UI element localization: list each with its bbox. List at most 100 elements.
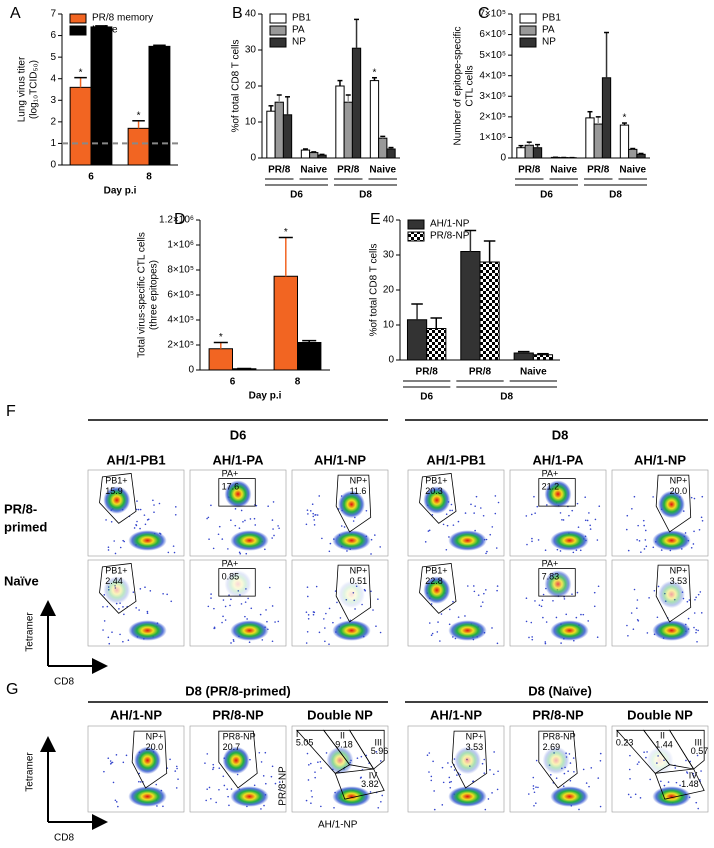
event-dot — [217, 533, 220, 536]
event-dot — [527, 793, 530, 795]
bar — [513, 352, 534, 361]
event-dot — [556, 548, 559, 551]
bar — [593, 123, 603, 159]
x-axis-label: Day p.i — [104, 186, 137, 197]
bar — [636, 153, 646, 159]
event-dot — [456, 774, 458, 776]
event-dot — [689, 760, 691, 763]
legend-swatch — [69, 25, 87, 36]
event-dot — [625, 528, 628, 531]
event-dot — [272, 501, 275, 503]
event-dot — [544, 642, 547, 645]
event-dot — [210, 597, 212, 599]
x-tick-label: PR/8 — [268, 165, 291, 176]
event-dot — [571, 509, 574, 512]
event-dot — [652, 546, 655, 549]
event-dot — [380, 800, 382, 803]
bar — [69, 86, 92, 166]
event-dot — [107, 757, 110, 760]
event-dot — [442, 523, 445, 526]
gate-value: 3.82 — [361, 779, 379, 789]
event-dot — [318, 495, 321, 497]
event-dot — [569, 779, 572, 782]
event-dot — [645, 756, 647, 759]
event-dot — [166, 593, 168, 596]
event-dot — [218, 525, 221, 528]
legend-label: AH/1-NP — [430, 219, 470, 230]
event-dot — [532, 776, 535, 779]
event-dot — [599, 752, 602, 755]
group-header: D8 (Naïve) — [528, 683, 592, 698]
density-blob — [423, 576, 451, 604]
event-dot — [265, 609, 267, 611]
event-dot — [260, 808, 262, 810]
event-dot — [230, 519, 232, 521]
gate — [218, 730, 258, 789]
event-dot — [144, 523, 147, 526]
timepoint: D6 — [230, 427, 247, 442]
event-dot — [697, 629, 699, 632]
event-dot — [626, 624, 628, 627]
event-dot — [576, 591, 579, 594]
gate — [131, 730, 168, 789]
event-dot — [105, 519, 107, 521]
event-dot — [119, 546, 122, 549]
event-dot — [360, 776, 362, 779]
event-dot — [427, 530, 430, 532]
flow-plot: PA+ 21.2 — [509, 469, 607, 557]
event-dot — [630, 612, 633, 614]
bar — [516, 147, 526, 159]
event-dot — [374, 534, 376, 536]
error-bar — [354, 18, 360, 49]
event-dot — [582, 613, 585, 616]
event-dot — [314, 514, 316, 516]
event-dot — [656, 616, 659, 619]
event-dot — [496, 585, 499, 587]
event-dot — [474, 505, 476, 507]
event-dot — [699, 591, 702, 593]
event-dot — [675, 781, 678, 784]
error-bar — [213, 341, 228, 349]
x-tick-label: PR/8 — [337, 165, 360, 176]
event-dot — [138, 609, 140, 611]
event-dot — [695, 596, 697, 599]
event-dot — [450, 780, 452, 783]
error-bar — [630, 147, 636, 150]
event-dot — [115, 754, 118, 756]
density-blob — [550, 530, 589, 551]
event-dot — [466, 585, 469, 587]
bar — [148, 45, 171, 166]
event-dot — [210, 504, 212, 507]
y-tick-label: 20 — [383, 285, 395, 296]
event-dot — [482, 514, 485, 517]
event-dot — [660, 549, 663, 551]
event-dot — [643, 524, 645, 527]
event-dot — [663, 784, 666, 787]
event-dot — [143, 514, 146, 516]
group-label: D6 — [290, 190, 303, 201]
event-dot — [273, 534, 275, 537]
event-dot — [271, 765, 274, 768]
event-dot — [573, 771, 575, 773]
gate-name: PA+ — [222, 469, 239, 479]
event-dot — [541, 599, 544, 602]
bar — [585, 117, 595, 159]
event-dot — [227, 795, 229, 798]
event-dot — [271, 605, 274, 607]
y-axis-label: (three epitopes) — [149, 260, 160, 330]
event-dot — [336, 601, 338, 604]
bar — [343, 101, 353, 159]
error-bar — [518, 144, 524, 148]
y-tick-label: 30 — [245, 45, 257, 56]
event-dot — [244, 601, 247, 603]
x-tick-label: Naive — [619, 165, 646, 176]
event-dot — [222, 615, 224, 618]
event-dot — [306, 586, 309, 588]
gate-name: III — [375, 738, 383, 748]
event-dot — [636, 763, 639, 765]
y-tick-label: 5 — [50, 52, 56, 63]
density-blob — [103, 576, 131, 604]
y-axis-label: %of total CD8 T cells — [231, 39, 242, 132]
error-bar — [587, 110, 593, 118]
legend-swatch — [519, 25, 537, 36]
